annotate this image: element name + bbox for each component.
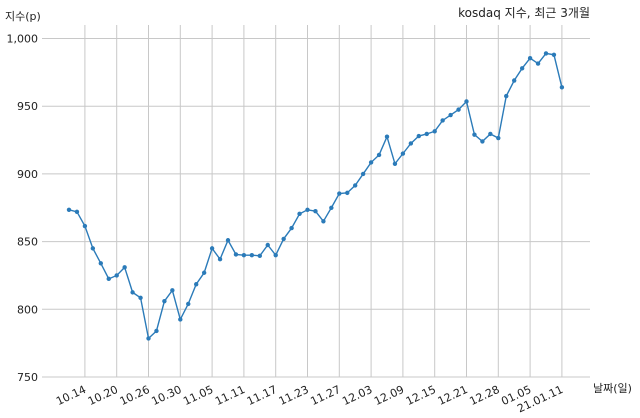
x-tick-label: 12.09 bbox=[372, 383, 406, 408]
data-point bbox=[360, 171, 366, 177]
data-point bbox=[98, 261, 104, 266]
y-axis-ticks: 750 800 850 900 950 1,000 bbox=[7, 33, 39, 384]
data-point bbox=[400, 151, 406, 156]
x-tick-label: 12.15 bbox=[404, 383, 438, 408]
x-tick-label: 10.14 bbox=[54, 383, 88, 408]
data-point bbox=[162, 298, 167, 304]
data-point bbox=[186, 301, 191, 307]
data-point bbox=[297, 211, 302, 217]
data-point bbox=[519, 66, 525, 71]
data-point bbox=[424, 131, 429, 137]
data-point bbox=[464, 99, 469, 104]
data-point bbox=[82, 223, 88, 229]
data-point bbox=[194, 282, 199, 287]
data-point bbox=[392, 161, 398, 166]
data-point bbox=[384, 134, 390, 139]
data-point bbox=[504, 93, 509, 99]
data-point bbox=[559, 85, 565, 90]
data-point bbox=[217, 257, 223, 262]
x-tick-label: 12.21 bbox=[436, 383, 470, 408]
data-point bbox=[209, 246, 215, 251]
data-point bbox=[551, 52, 557, 57]
data-point bbox=[201, 270, 207, 275]
data-point bbox=[305, 207, 310, 212]
grid-lines bbox=[42, 25, 590, 378]
y-axis-label: 지수(p) bbox=[5, 10, 41, 23]
data-point bbox=[154, 328, 159, 334]
data-point bbox=[265, 242, 270, 248]
data-point bbox=[345, 190, 350, 196]
data-point bbox=[543, 51, 549, 56]
data-series bbox=[66, 51, 565, 341]
data-point bbox=[353, 183, 358, 188]
y-tick-label: 750 bbox=[17, 371, 38, 384]
data-point bbox=[480, 139, 485, 144]
data-point bbox=[178, 317, 183, 322]
data-point bbox=[496, 135, 501, 141]
x-axis-ticks: 10.1410.2010.2610.3011.0511.1111.1711.23… bbox=[54, 383, 565, 415]
data-point bbox=[321, 219, 326, 224]
data-point bbox=[535, 61, 541, 66]
x-tick-label: 10.20 bbox=[86, 383, 120, 408]
data-point bbox=[337, 191, 342, 196]
data-point bbox=[472, 132, 477, 137]
chart-title: kosdaq 지수, 최근 3개월 bbox=[458, 6, 590, 20]
data-point bbox=[512, 78, 517, 83]
data-point bbox=[74, 209, 80, 215]
data-point bbox=[249, 252, 255, 258]
x-tick-label: 10.30 bbox=[150, 383, 184, 408]
data-point bbox=[329, 205, 334, 210]
data-point bbox=[448, 112, 453, 118]
data-point bbox=[130, 290, 135, 295]
y-tick-label: 1,000 bbox=[7, 33, 39, 46]
y-tick-label: 950 bbox=[17, 100, 38, 113]
data-point bbox=[241, 252, 247, 258]
data-point bbox=[257, 253, 262, 259]
data-point bbox=[122, 265, 127, 270]
data-point bbox=[432, 129, 437, 134]
x-tick-label: 11.11 bbox=[213, 383, 247, 408]
series-line bbox=[68, 52, 563, 340]
x-tick-label: 10.26 bbox=[118, 383, 152, 408]
data-point bbox=[281, 236, 286, 242]
data-point bbox=[368, 160, 374, 165]
data-point bbox=[376, 152, 382, 158]
data-point bbox=[106, 276, 111, 282]
data-point bbox=[146, 336, 151, 341]
data-point bbox=[170, 288, 175, 293]
x-tick-label: 11.27 bbox=[309, 383, 343, 408]
data-point bbox=[289, 225, 294, 231]
x-tick-label: 11.17 bbox=[245, 383, 279, 408]
y-tick-label: 900 bbox=[17, 168, 38, 181]
x-tick-label: 11.23 bbox=[277, 383, 311, 408]
data-point bbox=[408, 141, 414, 146]
x-tick-label: 12.28 bbox=[468, 383, 502, 408]
x-axis-label: 날짜(일) bbox=[593, 381, 632, 395]
y-tick-label: 800 bbox=[17, 303, 38, 316]
data-point bbox=[527, 55, 533, 61]
x-tick-label: 11.05 bbox=[181, 383, 215, 408]
data-point bbox=[488, 131, 493, 137]
data-point bbox=[313, 208, 318, 214]
data-point bbox=[114, 273, 119, 278]
data-point bbox=[416, 133, 421, 139]
data-point bbox=[225, 238, 231, 243]
data-point bbox=[456, 107, 461, 112]
x-tick-label: 12.03 bbox=[340, 383, 374, 408]
data-point bbox=[233, 252, 239, 257]
data-point bbox=[66, 207, 72, 212]
data-point bbox=[273, 252, 278, 258]
y-tick-label: 850 bbox=[17, 236, 38, 249]
data-point bbox=[138, 295, 143, 300]
data-point bbox=[90, 246, 96, 251]
data-point bbox=[440, 118, 445, 123]
